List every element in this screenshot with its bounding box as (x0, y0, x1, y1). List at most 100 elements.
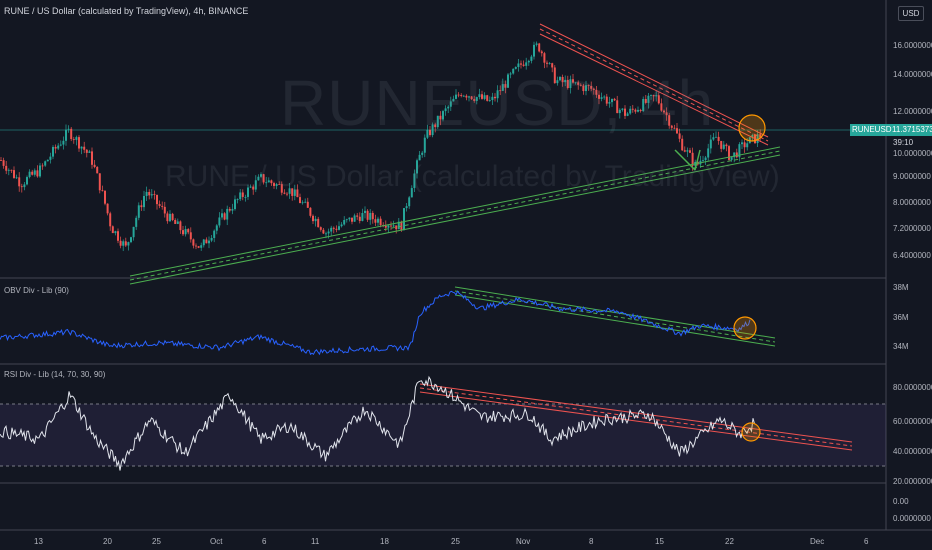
candle-body (13, 170, 15, 178)
candle-body (733, 152, 736, 158)
candle-body (647, 95, 650, 103)
price-axis-tick: 7.2000000 (893, 224, 931, 233)
obv-pane-label[interactable]: OBV Div - Lib (90) (4, 286, 69, 295)
candle-body (114, 231, 117, 234)
candle-body (244, 196, 247, 198)
candle-body (616, 100, 619, 114)
candle-body (423, 137, 426, 153)
candle-body (595, 89, 598, 95)
candle-body (689, 150, 691, 153)
candle-body (439, 115, 442, 120)
candle-body (202, 239, 205, 246)
candle-body (195, 245, 197, 247)
candle-body (280, 184, 283, 193)
rsi-axis-tick: 80.0000000 (893, 383, 932, 392)
rsi-pane-label[interactable]: RSI Div - Lib (14, 70, 30, 90) (4, 370, 106, 379)
candle-body (613, 98, 616, 101)
candle-body (296, 189, 299, 198)
candle-body (483, 95, 486, 99)
candle-body (26, 177, 28, 185)
rsi-trendline[interactable] (419, 383, 853, 451)
candle-body (130, 237, 132, 243)
candle-body (486, 95, 489, 101)
candle-body (83, 146, 86, 150)
candle-body (390, 225, 392, 227)
candle-body (587, 85, 590, 87)
price-axis-tick: 12.0000000 (893, 107, 932, 116)
candle-body (265, 182, 268, 184)
price-divergence-line (674, 149, 696, 171)
candle-body (205, 239, 208, 244)
candle-body (670, 125, 673, 128)
candle-body (626, 113, 629, 116)
candle-body (304, 201, 307, 203)
candle-body (709, 139, 712, 149)
candle-body (683, 150, 686, 152)
candle-body (231, 209, 234, 211)
candle-body (70, 128, 73, 140)
candle-body (80, 146, 83, 149)
candle-body (465, 95, 468, 98)
candle-body (621, 108, 624, 110)
chart-title[interactable]: RUNE / US Dollar (calculated by TradingV… (4, 6, 249, 16)
rsi-line (0, 375, 755, 471)
candle-body (104, 190, 106, 204)
candle-body (228, 208, 231, 211)
candle-body (36, 170, 39, 177)
candle-body (166, 213, 169, 222)
price-axis-tick: 6.4000000 (893, 251, 931, 260)
candle-body (254, 180, 257, 190)
candle-body (579, 84, 582, 86)
candle-body (28, 171, 31, 178)
candle-body (117, 231, 119, 241)
candle-body (356, 215, 359, 217)
candle-body (514, 67, 517, 69)
rsi-axis-tick: 60.0000000 (893, 417, 932, 426)
candle-body (730, 157, 733, 160)
currency-button[interactable]: USD (898, 6, 924, 21)
price-highlight-circle[interactable] (738, 114, 766, 142)
candle-body (270, 180, 273, 184)
candle-body (520, 63, 522, 65)
candle-body (426, 129, 429, 138)
candle-body (527, 60, 530, 63)
candle-body (106, 203, 109, 214)
candle-body (460, 95, 463, 97)
candle-body (392, 225, 395, 227)
candle-body (338, 226, 340, 230)
candle-body (0, 160, 2, 161)
candle-body (418, 154, 421, 161)
candle-body (496, 90, 499, 99)
rsi-axis-tick: 20.0000000 (893, 477, 932, 486)
candle-body (257, 176, 260, 181)
candle-body (650, 95, 652, 96)
candle-body (122, 241, 125, 246)
price-trendline-red[interactable] (539, 23, 769, 146)
candle-body (249, 186, 252, 188)
candle-body (358, 216, 361, 221)
candle-body (473, 99, 476, 101)
candlestick-series (0, 41, 762, 252)
candle-body (109, 213, 112, 227)
candle-body (197, 246, 200, 248)
candle-body (184, 229, 187, 235)
candle-body (353, 215, 356, 222)
candle-body (306, 201, 309, 208)
candle-body (488, 100, 491, 101)
candle-body (148, 191, 151, 196)
candle-body (735, 152, 738, 158)
candle-body (111, 226, 114, 234)
price-trendline-green[interactable] (129, 146, 781, 285)
candle-body (215, 225, 218, 231)
time-axis-tick: 13 (34, 537, 43, 546)
rsi-highlight-circle[interactable] (741, 422, 761, 442)
candle-body (405, 206, 408, 209)
candle-body (452, 98, 455, 102)
candle-body (551, 63, 554, 68)
candle-body (561, 76, 564, 83)
obv-highlight-circle[interactable] (733, 316, 757, 340)
candle-body (444, 108, 447, 112)
candle-body (582, 85, 585, 92)
candle-body (525, 62, 528, 66)
